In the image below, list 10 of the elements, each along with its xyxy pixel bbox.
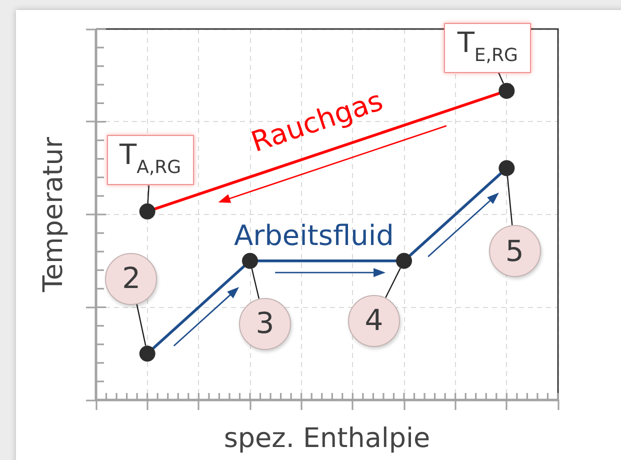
annotation: T$_{A,RG}$ <box>120 138 182 178</box>
callout-box: T$_{A,RG}$ <box>106 135 194 186</box>
x-axis-title: spez. Enthalpie <box>224 422 430 454</box>
annotation: 5 <box>505 234 524 268</box>
callout-box: T$_{E,RG}$ <box>444 22 531 73</box>
annotation: 2 <box>122 261 141 296</box>
y-axis-title: Temperatur <box>38 136 70 294</box>
legend-label: Arbeitsfluid <box>234 218 394 252</box>
annotation: 3 <box>256 306 274 340</box>
annotation: 4 <box>364 303 384 338</box>
